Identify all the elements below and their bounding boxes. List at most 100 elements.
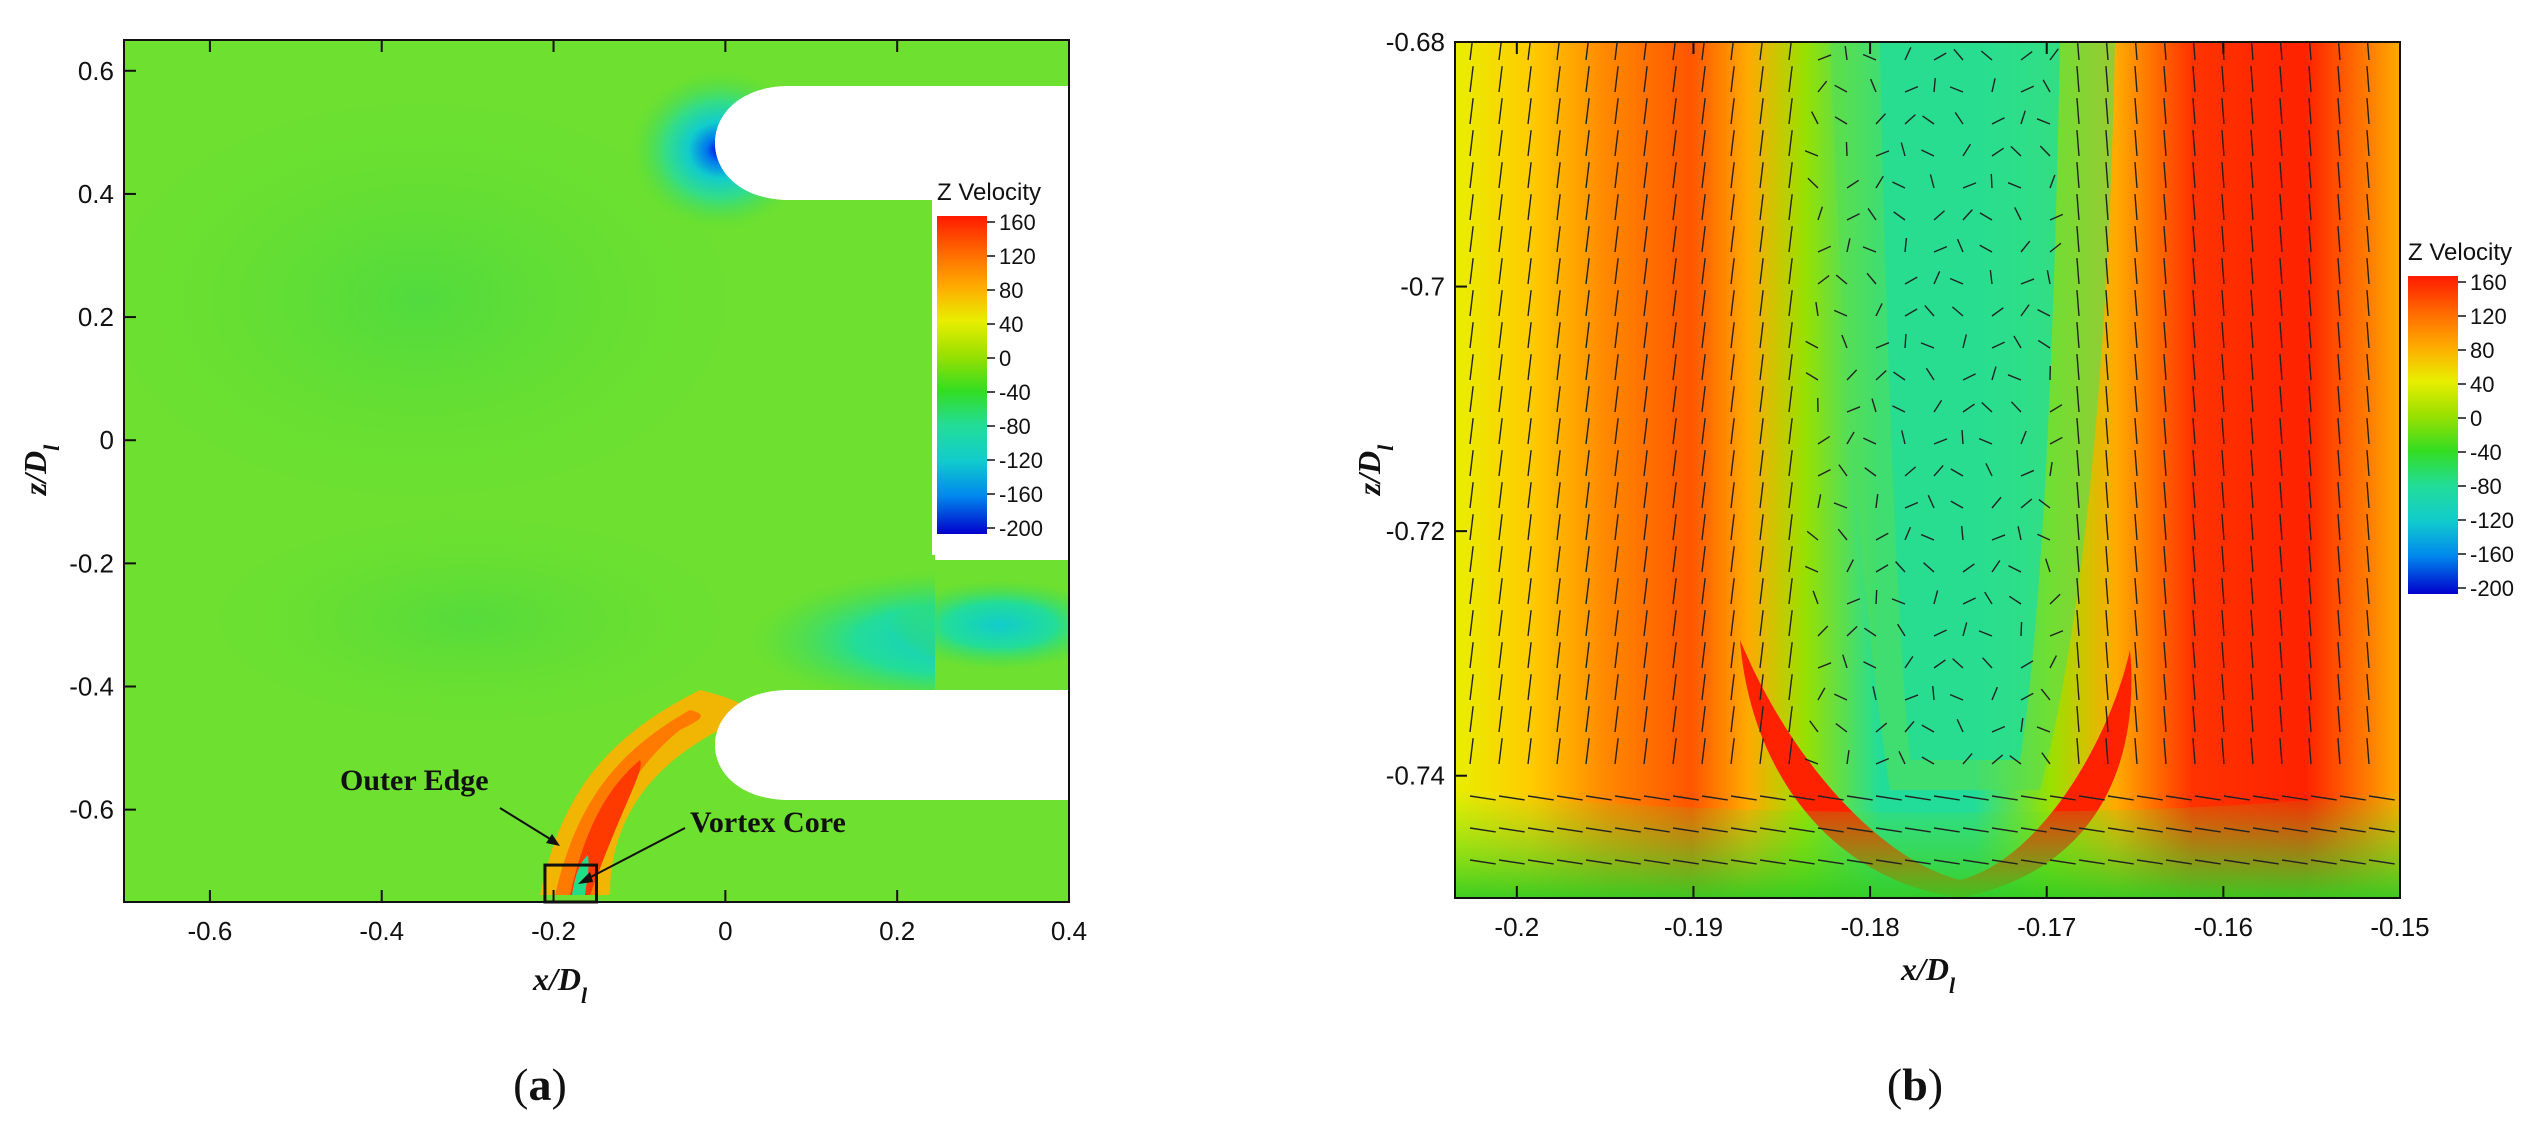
velocity-vector — [1962, 827, 1989, 833]
velocity-vector — [1846, 431, 1855, 445]
velocity-vector — [2252, 859, 2279, 865]
velocity-vector — [2337, 482, 2341, 509]
velocity-vector — [1672, 642, 1677, 669]
velocity-vector — [1498, 98, 1503, 125]
velocity-vector — [2221, 98, 2225, 125]
velocity-vector — [1817, 687, 1826, 701]
velocity-vector — [2020, 692, 2034, 701]
velocity-vector — [2221, 290, 2225, 317]
velocity-vector — [1788, 450, 1793, 477]
velocity-vector — [2221, 514, 2225, 541]
velocity-vector — [1643, 418, 1648, 445]
velocity-vector — [1585, 354, 1590, 381]
velocity-vector — [2134, 42, 2138, 61]
velocity-vector — [1833, 309, 1848, 317]
velocity-vector — [1759, 642, 1764, 669]
velocity-vector — [1759, 827, 1786, 833]
velocity-vector — [2007, 374, 2022, 381]
velocity-vector — [2279, 130, 2283, 157]
velocity-vector — [1810, 111, 1819, 125]
velocity-vector — [2163, 706, 2167, 733]
velocity-vector — [2366, 642, 2370, 669]
velocity-vector — [2337, 66, 2341, 93]
velocity-vector — [1672, 418, 1677, 445]
velocity-vector — [1788, 674, 1793, 701]
panel-a-legend-label: 40 — [999, 312, 1023, 337]
panel-b-ticks: -0.2 -0.19 -0.18 -0.17 -0.16 -0.15 -0.68 -0.7 -0… — [1386, 27, 2430, 942]
velocity-vector — [2134, 162, 2138, 189]
velocity-vector — [1585, 194, 1590, 221]
velocity-vector — [1469, 66, 1474, 93]
velocity-vector — [2250, 162, 2254, 189]
velocity-vector — [1556, 386, 1561, 413]
velocity-vector — [1875, 150, 1890, 157]
panel-a-ytick-label: -0.4 — [69, 672, 114, 702]
velocity-vector — [2308, 514, 2312, 541]
velocity-vector — [1875, 532, 1889, 541]
velocity-vector — [1933, 629, 1947, 637]
velocity-vector — [1614, 98, 1619, 125]
zoom-box — [543, 863, 598, 904]
velocity-vector — [1759, 386, 1764, 413]
velocity-vector — [1614, 482, 1619, 509]
velocity-vector — [1904, 720, 1915, 733]
velocity-vector — [2279, 290, 2283, 317]
velocity-vector — [2192, 418, 2196, 445]
velocity-vector — [2192, 738, 2196, 765]
velocity-vector — [1804, 758, 1819, 765]
velocity-vector — [1962, 752, 1973, 765]
velocity-vector — [1614, 194, 1619, 221]
velocity-vector — [1469, 258, 1474, 285]
velocity-vector — [2163, 642, 2167, 669]
velocity-vector — [2007, 182, 2022, 189]
velocity-vector — [2366, 418, 2370, 445]
velocity-vector — [2076, 194, 2080, 221]
velocity-vector — [2008, 565, 2022, 573]
velocity-vector — [1991, 827, 2018, 833]
velocity-vector — [1469, 450, 1474, 477]
velocity-vector — [1585, 482, 1590, 509]
velocity-vector — [2366, 674, 2370, 701]
velocity-vector — [1933, 270, 1941, 285]
velocity-vector — [1980, 50, 1993, 61]
velocity-vector — [1527, 226, 1532, 253]
panel-b-colorbar — [2408, 276, 2458, 594]
velocity-vector — [1990, 173, 1993, 189]
velocity-vector — [1875, 303, 1883, 317]
velocity-vector — [2221, 610, 2225, 637]
velocity-vector — [1730, 418, 1735, 445]
velocity-vector — [1809, 720, 1819, 733]
velocity-vector — [1867, 208, 1877, 221]
velocity-vector — [1904, 466, 1917, 477]
panel-b-ytick-label: -0.68 — [1386, 27, 1445, 57]
velocity-vector — [1817, 662, 1832, 669]
velocity-vector — [1730, 674, 1735, 701]
velocity-vector — [2105, 514, 2109, 541]
velocity-vector — [1875, 494, 1879, 509]
velocity-vector — [1643, 674, 1648, 701]
velocity-vector — [1991, 560, 2001, 573]
velocity-vector — [1614, 642, 1619, 669]
velocity-vector — [1643, 546, 1648, 573]
velocity-vector — [1701, 386, 1706, 413]
velocity-vector — [1527, 162, 1532, 189]
velocity-vector — [2279, 386, 2283, 413]
velocity-vector — [2076, 450, 2080, 477]
velocity-vector — [1759, 66, 1764, 93]
velocity-vector — [2036, 726, 2051, 733]
velocity-vector — [1556, 738, 1561, 765]
velocity-vector — [1904, 656, 1914, 669]
vortex-core-arrowhead — [578, 872, 593, 884]
velocity-vector — [1804, 565, 1819, 573]
velocity-vector — [1730, 706, 1735, 733]
velocity-vector — [2366, 610, 2370, 637]
velocity-vector — [2134, 194, 2138, 221]
velocity-vector — [1730, 130, 1735, 157]
velocity-vector — [1701, 674, 1706, 701]
velocity-vector — [1788, 546, 1793, 573]
velocity-vector — [1962, 622, 1968, 637]
velocity-vector — [2221, 258, 2225, 285]
velocity-vector — [1498, 642, 1503, 669]
velocity-vector — [1817, 494, 1822, 509]
velocity-vector — [1892, 181, 1906, 189]
